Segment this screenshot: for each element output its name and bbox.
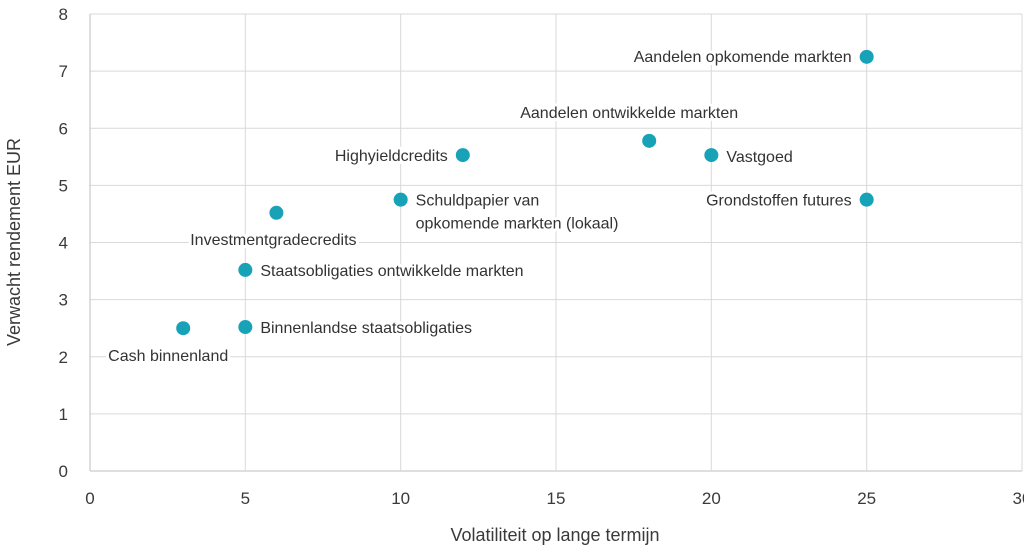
data-point bbox=[859, 49, 874, 64]
data-point bbox=[393, 192, 408, 207]
data-label: Cash binnenland bbox=[108, 348, 228, 365]
data-point bbox=[455, 148, 470, 163]
data-label: Vastgoed bbox=[726, 149, 792, 166]
data-point bbox=[859, 192, 874, 207]
data-points bbox=[176, 49, 874, 336]
data-label: Schuldpapier van opkomende markten (lokaa… bbox=[416, 193, 619, 233]
y-tick-label: 1 bbox=[59, 405, 68, 424]
data-point bbox=[269, 205, 284, 220]
x-tick-label: 25 bbox=[857, 489, 876, 508]
x-tick-label: 5 bbox=[241, 489, 250, 508]
x-tick-label: 0 bbox=[85, 489, 94, 508]
x-tick-label: 30 bbox=[1013, 489, 1024, 508]
y-tick-label: 0 bbox=[59, 462, 68, 481]
y-tick-label: 8 bbox=[59, 5, 68, 24]
data-label: Grondstoffen futures bbox=[706, 193, 852, 210]
x-tick-label: 15 bbox=[547, 489, 566, 508]
data-label: Binnenlandse staatsobligaties bbox=[260, 320, 472, 337]
y-tick-label: 6 bbox=[59, 119, 68, 138]
data-label: Aandelen opkomende markten bbox=[634, 49, 852, 66]
y-tick-label: 2 bbox=[59, 348, 68, 367]
x-tick-label: 10 bbox=[391, 489, 410, 508]
data-labels: Aandelen opkomende markten Aandelen ontwi… bbox=[105, 46, 855, 368]
axes: 0 1 2 3 4 5 6 7 8 0 5 10 15 20 25 30 bbox=[59, 5, 1024, 508]
data-point bbox=[238, 262, 253, 277]
data-label: Aandelen ontwikkelde markten bbox=[520, 105, 738, 122]
y-axis-title: Verwacht rendement EUR bbox=[4, 138, 24, 346]
y-tick-label: 5 bbox=[59, 176, 68, 195]
data-point bbox=[238, 320, 253, 335]
data-point bbox=[176, 321, 191, 336]
data-label: Investmentgradecredits bbox=[190, 232, 356, 249]
y-tick-label: 7 bbox=[59, 62, 68, 81]
x-tick-label: 20 bbox=[702, 489, 721, 508]
data-label: Highyieldcredits bbox=[335, 148, 448, 165]
x-axis-title: Volatiliteit op lange termijn bbox=[450, 525, 659, 545]
grid bbox=[89, 13, 1023, 472]
y-tick-label: 4 bbox=[59, 234, 68, 253]
data-point bbox=[642, 133, 657, 148]
y-tick-label: 3 bbox=[59, 291, 68, 310]
data-label: Staatsobligaties ontwikkelde markten bbox=[260, 263, 523, 280]
data-point bbox=[704, 148, 719, 163]
